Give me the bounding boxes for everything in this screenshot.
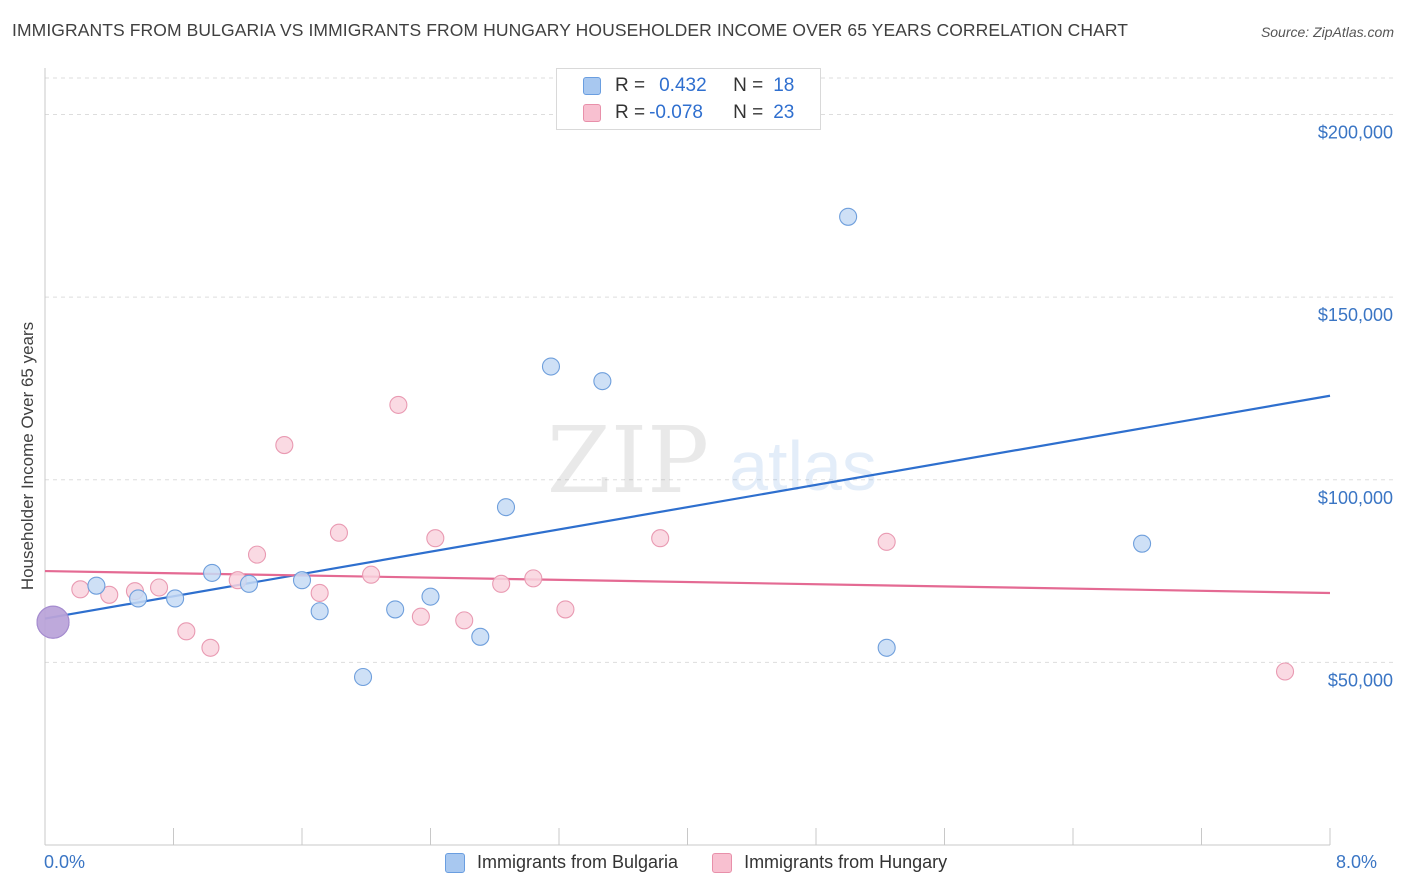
point-pink [329,523,348,542]
axes [44,68,1331,846]
point-pink [455,611,474,630]
point-blue [1133,534,1152,553]
point-blue [541,357,561,376]
legend-label-hungary: Immigrants from Hungary [744,852,948,872]
point-blue [36,605,70,639]
point-blue [203,563,222,582]
point-blue [593,372,612,391]
watermark-atlas: atlas [729,427,877,505]
point-pink [411,607,430,626]
legend-item-bulgaria: Immigrants from Bulgaria [445,852,678,873]
point-blue [129,589,148,608]
y-tick-label: $100,000 [1318,488,1393,508]
point-pink [100,585,119,604]
point-pink [651,529,670,548]
data-points [36,207,1295,687]
point-blue [839,207,858,226]
point-pink [201,638,220,657]
point-blue [310,602,329,621]
legend-swatch-pink [583,104,601,122]
legend-n-value: 23 [773,102,795,123]
point-pink [556,600,575,619]
point-pink [524,569,543,588]
legend-label-bulgaria: Immigrants from Bulgaria [477,852,679,872]
legend-swatch-blue [583,77,601,95]
point-pink [275,436,294,455]
point-blue [292,571,312,590]
point-blue [471,627,490,646]
point-pink [1275,662,1295,681]
legend-n-label: N = [733,75,764,96]
y-axis-title: Householder Income Over 65 years [18,321,37,591]
point-pink [310,583,329,603]
point-pink [149,578,169,597]
point-pink [389,395,408,414]
point-blue [87,576,106,595]
y-tick-label: $150,000 [1318,305,1393,325]
watermark: ZIP atlas [547,407,877,514]
watermark-zip: ZIP [547,407,709,514]
point-blue [496,498,516,517]
point-pink [247,545,267,564]
point-pink [362,565,381,584]
correlation-legend: R = 0.432 N = 18 R = -0.078 N = 23 [556,68,821,130]
point-blue [353,667,373,687]
legend-row-bulgaria: R = 0.432 N = 18 [583,74,794,98]
source-label: Source: ZipAtlas.com [1260,24,1394,40]
point-blue [166,589,185,608]
legend-r-value: 0.432 [659,75,707,96]
chart-title: IMMIGRANTS FROM BULGARIA VS IMMIGRANTS F… [12,20,1129,40]
legend-r-label: R = [615,102,646,123]
series-legend: Immigrants from Bulgaria Immigrants from… [445,852,981,873]
point-blue [877,638,896,657]
x-axis-min-label: 0.0% [44,852,86,872]
trend-line-pink [44,569,1331,595]
point-pink [492,574,511,593]
legend-row-hungary: R = -0.078 N = 23 [583,101,794,125]
legend-n-label: N = [733,102,764,123]
trend-lines [44,394,1331,620]
point-pink [177,622,196,641]
y-tick-label: $50,000 [1328,670,1393,690]
y-tick-labels: $50,000 $100,000 $150,000 $200,000 [1318,123,1393,691]
trend-line-blue [44,394,1331,620]
point-blue [421,587,440,606]
legend-swatch-blue [445,852,465,873]
legend-r-value: -0.078 [649,102,703,123]
legend-r-label: R = [615,75,646,96]
point-blue [239,574,259,593]
point-pink [426,529,445,548]
y-tick-label: $200,000 [1318,123,1393,143]
point-blue [386,600,405,619]
legend-swatch-pink [712,852,733,873]
legend-item-hungary: Immigrants from Hungary [712,852,947,873]
x-axis-max-label: 8.0% [1336,852,1378,872]
legend-n-value: 18 [773,75,795,96]
point-pink [71,580,90,599]
point-pink [877,532,896,551]
